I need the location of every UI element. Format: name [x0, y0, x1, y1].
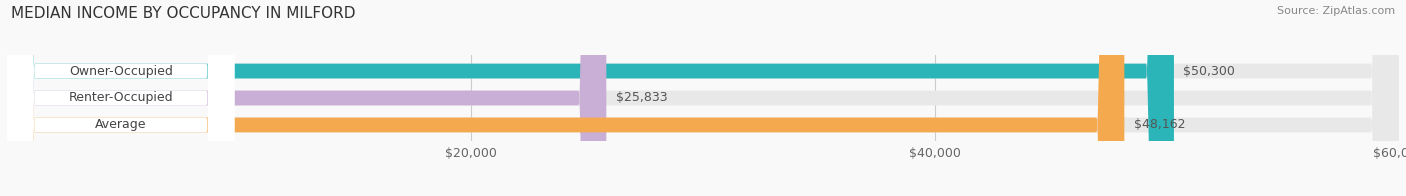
Text: Source: ZipAtlas.com: Source: ZipAtlas.com — [1277, 6, 1395, 16]
FancyBboxPatch shape — [7, 0, 235, 196]
FancyBboxPatch shape — [7, 0, 1399, 196]
FancyBboxPatch shape — [7, 0, 235, 196]
Text: $25,833: $25,833 — [616, 92, 668, 104]
Text: Renter-Occupied: Renter-Occupied — [69, 92, 173, 104]
Text: Average: Average — [96, 118, 146, 132]
FancyBboxPatch shape — [7, 0, 1174, 196]
Text: MEDIAN INCOME BY OCCUPANCY IN MILFORD: MEDIAN INCOME BY OCCUPANCY IN MILFORD — [11, 6, 356, 21]
FancyBboxPatch shape — [7, 0, 1125, 196]
FancyBboxPatch shape — [7, 0, 235, 196]
Text: $48,162: $48,162 — [1133, 118, 1185, 132]
FancyBboxPatch shape — [7, 0, 606, 196]
Text: $50,300: $50,300 — [1184, 64, 1234, 78]
FancyBboxPatch shape — [7, 0, 1399, 196]
FancyBboxPatch shape — [7, 0, 1399, 196]
Text: Owner-Occupied: Owner-Occupied — [69, 64, 173, 78]
